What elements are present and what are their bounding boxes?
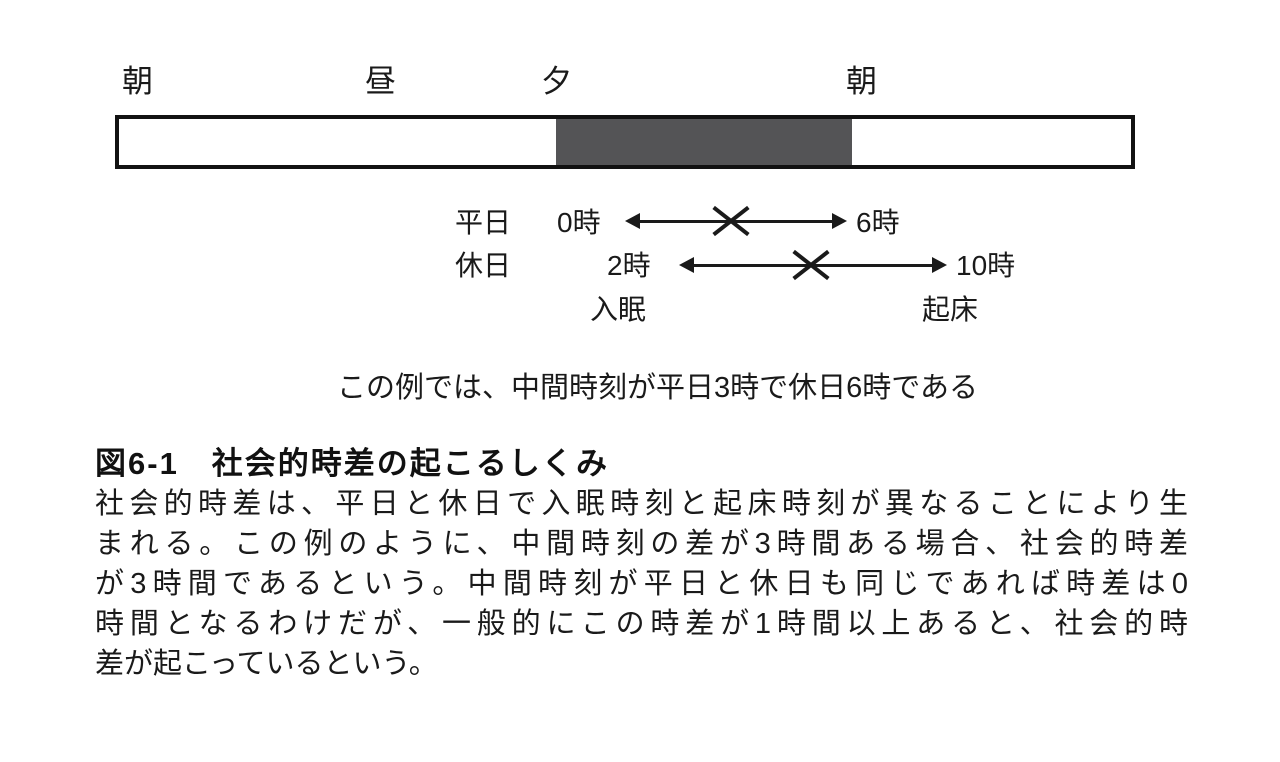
- axis-label-wake-up: 起床: [922, 294, 979, 325]
- day-timeline-bar: [115, 115, 1135, 169]
- arrowhead-right-icon: [932, 257, 947, 273]
- figure-title: 図6-1 社会的時差の起こるしくみ: [95, 446, 610, 481]
- night-segment: [556, 119, 852, 165]
- daypart-label-noon: 昼: [365, 64, 396, 99]
- daypart-label-morning-2: 朝: [846, 64, 877, 99]
- arrowhead-left-icon: [625, 213, 640, 229]
- arrowhead-left-icon: [679, 257, 694, 273]
- holiday-sleep-time: 2時: [607, 250, 651, 281]
- weekday-midpoint-cross-icon: [712, 205, 750, 237]
- weekday-wake-time: 6時: [856, 207, 900, 238]
- body-line: 時間となるわけだが、一般的にこの時差が1時間以上あると、社会的時: [95, 608, 1188, 640]
- axis-label-sleep-onset: 入眠: [590, 294, 647, 325]
- weekday-sleep-time: 0時: [557, 207, 601, 238]
- body-line: が3時間であるという。中間時刻が平日と休日も同じであれば時差は0: [95, 568, 1188, 600]
- holiday-midpoint-cross-icon: [792, 249, 830, 281]
- body-line: 社会的時差は、平日と休日で入眠時刻と起床時刻が異なることにより生: [95, 488, 1188, 520]
- body-line: まれる。この例のように、中間時刻の差が3時間ある場合、社会的時差: [95, 528, 1188, 560]
- holiday-wake-time: 10時: [956, 250, 1016, 281]
- arrowhead-right-icon: [832, 213, 847, 229]
- daypart-label-morning-1: 朝: [122, 64, 153, 99]
- example-note: この例では、中間時刻が平日3時で休日6時である: [337, 372, 978, 404]
- body-line: 差が起こっているという。: [95, 648, 438, 680]
- row-label-weekday: 平日: [455, 207, 512, 238]
- row-label-holiday: 休日: [455, 250, 512, 281]
- body-paragraph: 社会的時差は、平日と休日で入眠時刻と起床時刻が異なることにより生 まれる。この例…: [95, 484, 1188, 684]
- daypart-label-evening: 夕: [541, 64, 572, 99]
- weekday-sleep-interval-arrow: [625, 213, 847, 229]
- arrow-line: [640, 219, 832, 223]
